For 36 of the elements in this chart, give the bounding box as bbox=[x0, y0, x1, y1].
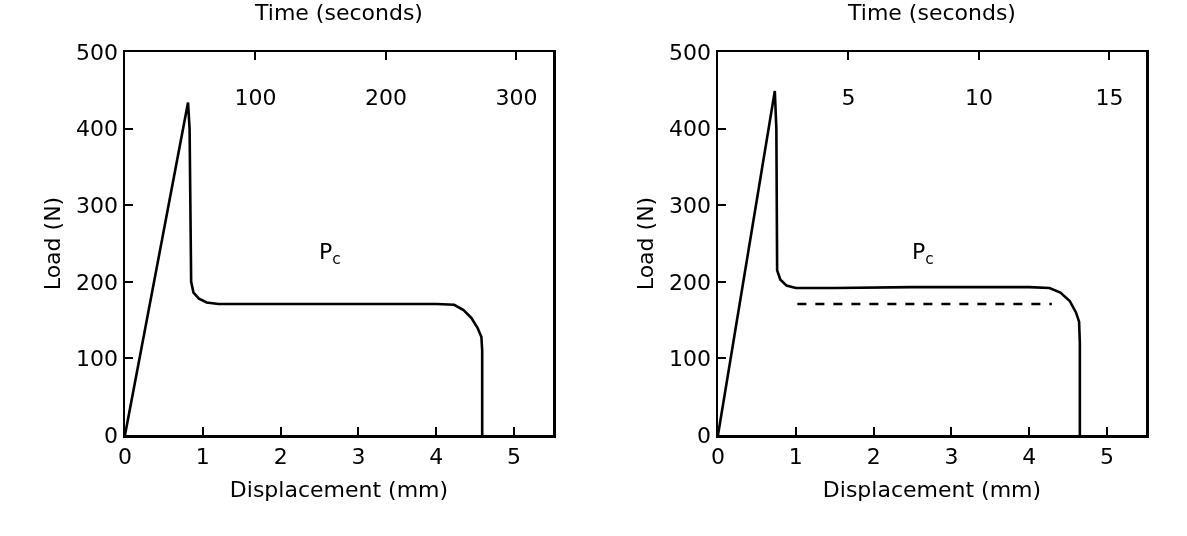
x2-axis-title: Time (seconds) bbox=[254, 0, 423, 25]
y-tick-label: 300 bbox=[669, 192, 712, 218]
y-tick-label: 400 bbox=[76, 116, 119, 142]
x2-tick-label: 10 bbox=[964, 84, 993, 110]
x2-tick-label: 200 bbox=[364, 84, 407, 110]
x-tick-label: 2 bbox=[866, 443, 881, 469]
y-tick-label: 300 bbox=[76, 192, 119, 218]
y-tick-label: 400 bbox=[669, 116, 712, 142]
y-tick-label: 500 bbox=[76, 39, 119, 65]
annotation: P$_{c}$ bbox=[912, 239, 934, 268]
x2-tick-label: 5 bbox=[841, 84, 856, 110]
x-tick-label: 2 bbox=[273, 443, 288, 469]
x2-tick-label: 15 bbox=[1095, 84, 1124, 110]
annotation: P$_{c}$ bbox=[319, 239, 341, 268]
x-tick-label: 5 bbox=[1100, 443, 1115, 469]
y-tick-label: 100 bbox=[76, 346, 119, 372]
x-tick-label: 4 bbox=[429, 443, 444, 469]
x-tick-label: 1 bbox=[788, 443, 803, 469]
x-tick-label: 4 bbox=[1022, 443, 1037, 469]
x-axis-title: Displacement (mm) bbox=[822, 477, 1042, 503]
y-tick-label: 500 bbox=[669, 39, 712, 65]
y-tick-label: 100 bbox=[669, 346, 712, 372]
y-tick-label: 200 bbox=[669, 269, 712, 295]
y-axis-title: Load (N) bbox=[632, 196, 658, 291]
x-tick-label: 1 bbox=[195, 443, 210, 469]
y-tick-label: 0 bbox=[697, 422, 712, 448]
x-tick-label: 5 bbox=[507, 443, 522, 469]
y-tick-label: 200 bbox=[76, 269, 119, 295]
x2-tick-label: 100 bbox=[234, 84, 277, 110]
x-tick-label: 3 bbox=[351, 443, 366, 469]
y-axis-title: Load (N) bbox=[39, 196, 65, 291]
x2-tick-label: 300 bbox=[495, 84, 538, 110]
x2-axis-title: Time (seconds) bbox=[847, 0, 1016, 25]
y-tick-label: 0 bbox=[104, 422, 119, 448]
x-tick-label: 3 bbox=[944, 443, 959, 469]
x-axis-title: Displacement (mm) bbox=[229, 477, 449, 503]
